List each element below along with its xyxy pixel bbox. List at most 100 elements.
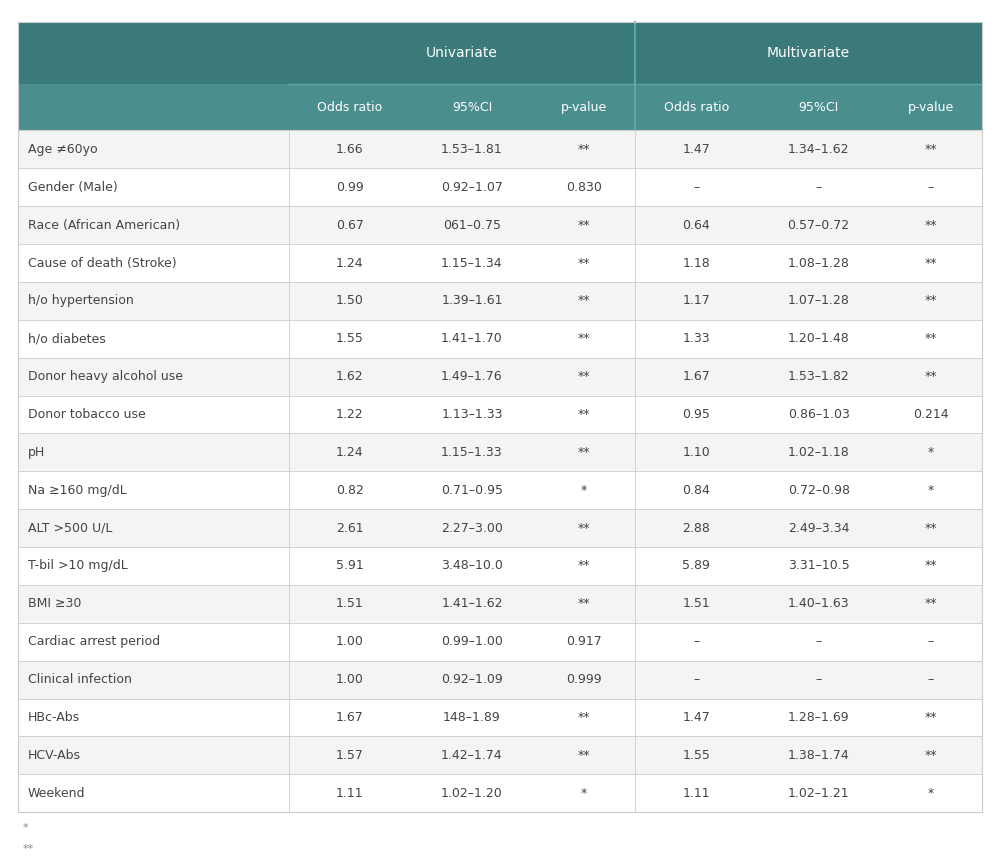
Text: T-bil >10 mg/dL: T-bil >10 mg/dL — [28, 560, 128, 573]
Text: h/o hypertension: h/o hypertension — [28, 295, 134, 308]
Text: **: ** — [578, 219, 590, 232]
Text: 1.13–1.33: 1.13–1.33 — [441, 408, 503, 421]
Text: 1.55: 1.55 — [336, 333, 364, 346]
Text: Odds ratio: Odds ratio — [664, 100, 729, 114]
Text: 1.24: 1.24 — [336, 446, 364, 459]
Text: 2.88: 2.88 — [682, 522, 710, 535]
Text: 0.92–1.09: 0.92–1.09 — [441, 673, 503, 686]
Bar — [18, 130, 982, 168]
Text: 0.214: 0.214 — [913, 408, 949, 421]
Text: Na ≥160 mg/dL: Na ≥160 mg/dL — [28, 484, 127, 497]
Text: **: ** — [925, 711, 937, 724]
Text: –: – — [693, 181, 700, 194]
Text: 3.31–10.5: 3.31–10.5 — [788, 560, 850, 573]
Text: 2.61: 2.61 — [336, 522, 364, 535]
Text: 0.917: 0.917 — [566, 635, 602, 648]
Bar — [18, 509, 982, 547]
Text: HBc-Abs: HBc-Abs — [28, 711, 80, 724]
Text: **: ** — [925, 257, 937, 270]
Text: –: – — [928, 635, 934, 648]
Text: Age ≠60yo: Age ≠60yo — [28, 143, 98, 156]
Text: 1.08–1.28: 1.08–1.28 — [788, 257, 850, 270]
Bar — [18, 282, 982, 320]
Text: Cause of death (Stroke): Cause of death (Stroke) — [28, 257, 177, 270]
Text: **: ** — [578, 749, 590, 762]
Bar — [411, 84, 533, 130]
Text: 1.24: 1.24 — [336, 257, 364, 270]
Text: 1.11: 1.11 — [336, 787, 364, 800]
Text: *: * — [23, 823, 29, 833]
Text: 0.84: 0.84 — [682, 484, 710, 497]
Text: 1.34–1.62: 1.34–1.62 — [788, 143, 849, 156]
Bar — [18, 320, 982, 358]
Text: 1.00: 1.00 — [336, 673, 364, 686]
Bar — [18, 472, 982, 509]
Text: 1.11: 1.11 — [683, 787, 710, 800]
Text: **: ** — [925, 333, 937, 346]
Text: **: ** — [578, 408, 590, 421]
Text: Odds ratio: Odds ratio — [317, 100, 382, 114]
Text: 1.00: 1.00 — [336, 635, 364, 648]
Text: 1.15–1.33: 1.15–1.33 — [441, 446, 503, 459]
Text: 0.95: 0.95 — [682, 408, 710, 421]
Text: *: * — [928, 446, 934, 459]
Bar — [18, 585, 982, 623]
Text: **: ** — [578, 560, 590, 573]
Text: HCV-Abs: HCV-Abs — [28, 749, 81, 762]
Text: 5.89: 5.89 — [682, 560, 710, 573]
Text: 0.830: 0.830 — [566, 181, 602, 194]
Bar — [635, 22, 982, 84]
Text: 1.47: 1.47 — [683, 711, 710, 724]
Text: Donor tobacco use: Donor tobacco use — [28, 408, 146, 421]
Text: **: ** — [925, 219, 937, 232]
Text: –: – — [693, 673, 700, 686]
Text: **: ** — [578, 522, 590, 535]
Bar — [289, 84, 411, 130]
Text: h/o diabetes: h/o diabetes — [28, 333, 106, 346]
Text: 0.67: 0.67 — [336, 219, 364, 232]
Text: **: ** — [578, 446, 590, 459]
Text: **: ** — [578, 295, 590, 308]
Bar — [289, 22, 635, 84]
Text: 1.10: 1.10 — [683, 446, 710, 459]
Text: 1.38–1.74: 1.38–1.74 — [788, 749, 850, 762]
Text: 5.91: 5.91 — [336, 560, 364, 573]
Text: 1.66: 1.66 — [336, 143, 364, 156]
Text: 0.99–1.00: 0.99–1.00 — [441, 635, 503, 648]
Text: Multivariate: Multivariate — [767, 46, 850, 60]
Bar — [18, 698, 982, 736]
Text: 1.42–1.74: 1.42–1.74 — [441, 749, 503, 762]
Text: **: ** — [578, 711, 590, 724]
Text: 1.53–1.81: 1.53–1.81 — [441, 143, 503, 156]
Bar — [635, 84, 758, 130]
Text: **: ** — [23, 844, 34, 854]
Text: *: * — [581, 484, 587, 497]
Text: **: ** — [925, 295, 937, 308]
Text: ALT >500 U/L: ALT >500 U/L — [28, 522, 112, 535]
Text: 95%CI: 95%CI — [799, 100, 839, 114]
Text: 1.57: 1.57 — [336, 749, 364, 762]
Text: 1.49–1.76: 1.49–1.76 — [441, 370, 503, 383]
Text: p-value: p-value — [908, 100, 954, 114]
Text: 0.72–0.98: 0.72–0.98 — [788, 484, 850, 497]
Bar — [18, 396, 982, 434]
Text: pH: pH — [28, 446, 45, 459]
Text: 1.18: 1.18 — [683, 257, 710, 270]
Text: **: ** — [578, 597, 590, 610]
Bar — [18, 623, 982, 661]
Text: 1.62: 1.62 — [336, 370, 364, 383]
Text: 1.41–1.62: 1.41–1.62 — [441, 597, 503, 610]
Text: **: ** — [925, 597, 937, 610]
Text: **: ** — [925, 370, 937, 383]
Bar — [18, 22, 289, 84]
Text: 1.51: 1.51 — [683, 597, 710, 610]
Text: 0.82: 0.82 — [336, 484, 364, 497]
Text: **: ** — [578, 333, 590, 346]
Bar — [18, 244, 982, 282]
Text: **: ** — [578, 370, 590, 383]
Text: Race (African American): Race (African American) — [28, 219, 180, 232]
Bar — [18, 547, 982, 585]
Text: 1.39–1.61: 1.39–1.61 — [441, 295, 503, 308]
Text: 1.41–1.70: 1.41–1.70 — [441, 333, 503, 346]
Text: Clinical infection: Clinical infection — [28, 673, 132, 686]
